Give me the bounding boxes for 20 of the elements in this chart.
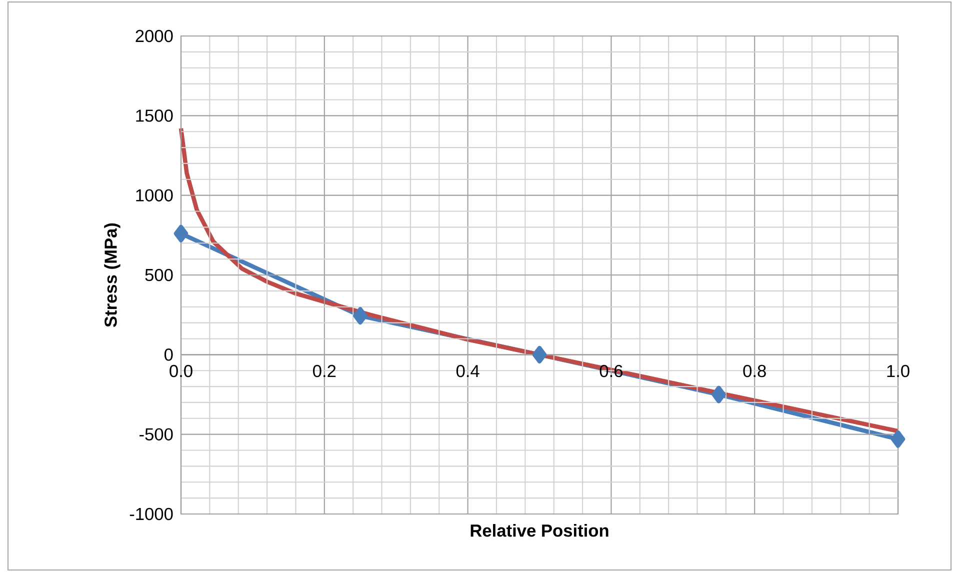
x-tick-label: 0.8	[743, 364, 766, 378]
x-tick-label: 0.2	[313, 364, 336, 378]
x-tick-label: 1.0	[887, 364, 910, 378]
y-tick-label: 2000	[136, 30, 173, 42]
y-tick-label: -1000	[130, 508, 173, 520]
x-tick-label: 0.6	[600, 364, 623, 378]
point	[353, 306, 368, 325]
y-axis-title: Stress (MPa)	[104, 223, 120, 327]
x-tick-label: 0.0	[170, 364, 192, 378]
y-tick-label: -500	[140, 428, 173, 440]
y-tick-label: 1000	[136, 189, 173, 202]
point	[532, 346, 547, 364]
x-tick-label: 0.4	[456, 364, 480, 378]
y-tick-label: 500	[145, 268, 173, 282]
y-tick-label: 0	[164, 348, 173, 361]
point	[712, 386, 726, 404]
y-tick-label: 1500	[136, 110, 173, 122]
x-axis-title: Relative Position	[470, 524, 608, 537]
point	[890, 430, 906, 448]
point	[174, 224, 188, 242]
